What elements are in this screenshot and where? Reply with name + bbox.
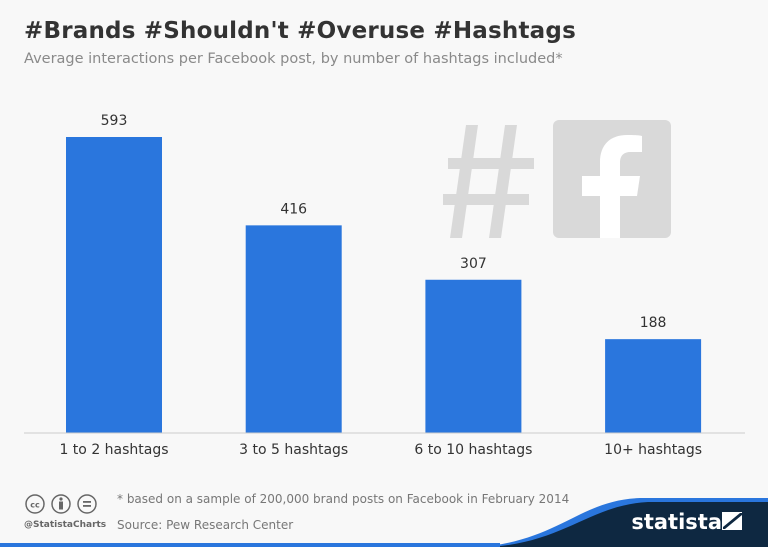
chart-title: #Brands #Shouldn't #Overuse #Hashtags: [24, 18, 576, 44]
attribution-icon: [51, 494, 71, 514]
data-label: 593: [101, 113, 128, 129]
statista-logo-icon: [722, 512, 742, 530]
bar: [425, 279, 522, 433]
bar: [66, 137, 162, 433]
x-tick-label: 6 to 10 hashtags: [414, 442, 532, 458]
svg-text:cc: cc: [30, 501, 40, 510]
x-tick-label: 1 to 2 hashtags: [59, 442, 168, 458]
source: Source: Pew Research Center: [117, 518, 294, 532]
data-label: 188: [640, 315, 667, 331]
data-label: 307: [460, 256, 487, 272]
footnote: * based on a sample of 200,000 brand pos…: [117, 492, 570, 506]
x-tick-label: 3 to 5 hashtags: [239, 442, 348, 458]
x-tick-label: 10+ hashtags: [604, 442, 702, 458]
statista-handle[interactable]: @StatistaCharts: [24, 520, 107, 530]
statista-logo[interactable]: statista: [631, 510, 722, 534]
bar: [245, 225, 342, 433]
facebook-icon: [553, 120, 671, 238]
cc-icon: cc: [25, 494, 45, 514]
no-derivatives-icon: [77, 494, 97, 514]
bar: [605, 339, 702, 433]
hashtag-icon: [443, 125, 534, 238]
chart-subtitle: Average interactions per Facebook post, …: [24, 51, 563, 67]
data-label: 416: [280, 201, 307, 217]
